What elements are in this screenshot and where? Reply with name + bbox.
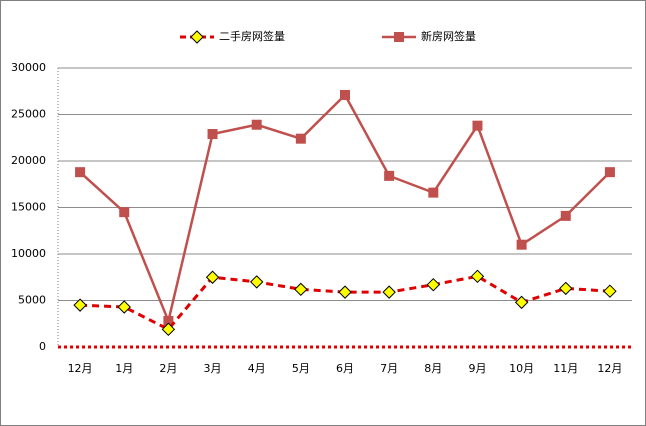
x-tick-label: 12月 (68, 362, 93, 375)
data-point (249, 275, 264, 289)
x-tick-label: 1月 (115, 362, 133, 375)
x-tick-label: 6月 (336, 362, 354, 375)
data-point (119, 207, 130, 218)
data-point (251, 119, 262, 130)
data-point (295, 133, 306, 144)
y-tick-label: 5000 (18, 294, 46, 307)
data-point (514, 295, 529, 310)
x-tick-label: 8月 (424, 362, 442, 375)
y-tick-label: 30000 (11, 61, 46, 74)
x-tick-label: 4月 (248, 362, 266, 375)
data-point (560, 210, 571, 221)
y-tick-label: 20000 (11, 154, 46, 167)
data-point (382, 285, 396, 299)
y-tick-label: 15000 (11, 201, 46, 214)
data-point (117, 300, 131, 314)
data-point (426, 277, 441, 292)
data-point (428, 187, 439, 198)
data-point (603, 284, 617, 298)
x-tick-label: 10月 (509, 362, 534, 375)
y-tick-label: 25000 (11, 108, 46, 121)
data-point (161, 322, 176, 337)
data-point (470, 269, 485, 284)
data-point (604, 167, 615, 178)
data-point (294, 282, 308, 297)
x-tick-label: 3月 (204, 362, 222, 375)
x-tick-label: 12月 (597, 362, 622, 375)
y-tick-label: 10000 (11, 247, 46, 260)
data-point (384, 170, 395, 181)
x-tick-label: 9月 (468, 362, 486, 375)
data-point (207, 129, 218, 140)
x-tick-label: 2月 (159, 362, 177, 375)
data-point (516, 239, 527, 250)
legend-label: 二手房网签量 (219, 29, 285, 43)
data-point (205, 270, 220, 284)
legend-marker (190, 30, 204, 44)
legend-label: 新房网签量 (421, 29, 476, 43)
data-point (340, 89, 350, 100)
data-point (73, 298, 87, 312)
data-point (472, 120, 483, 131)
x-tick-label: 11月 (553, 362, 578, 375)
x-tick-label: 5月 (292, 362, 310, 375)
data-point (75, 167, 86, 178)
legend-marker (394, 32, 404, 42)
y-tick-label: 0 (39, 340, 46, 353)
data-point (338, 285, 352, 299)
x-tick-label: 7月 (380, 362, 398, 375)
data-point (559, 281, 573, 296)
